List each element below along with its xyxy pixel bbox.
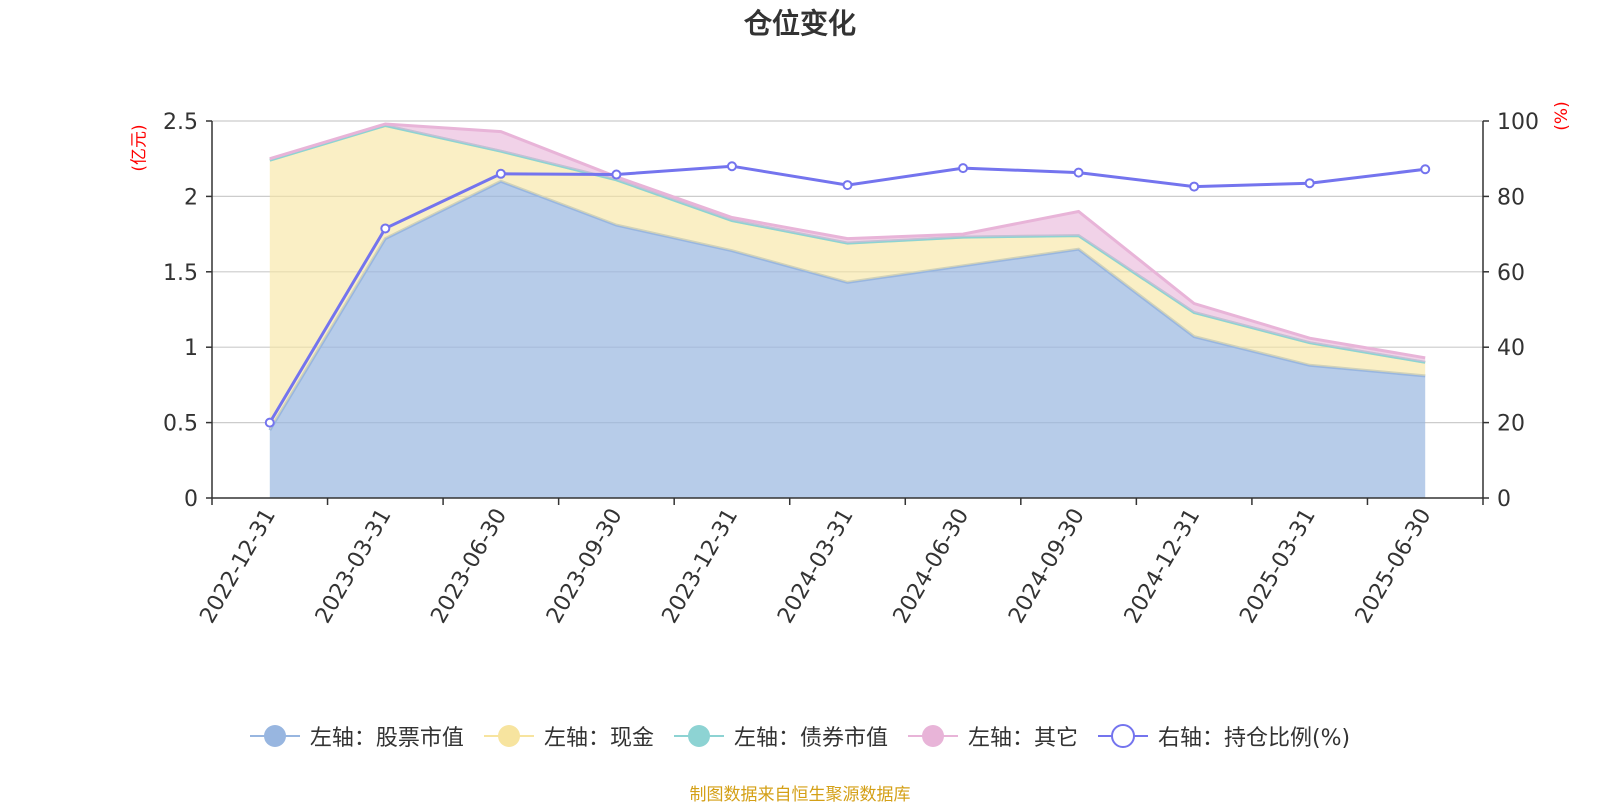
legend-label: 左轴：债券市值 [733,726,888,751]
x-tick-label: 2024-09-30 [1004,505,1090,628]
ratio-point [1304,178,1315,189]
x-tick-label: 2025-06-30 [1351,505,1437,628]
ratio-point [842,180,853,191]
left-tick-label: 1 [184,336,198,361]
chart-svg: 0 0.5 1 1.5 2 2.5 0 20 40 60 80 100 2022-12-31 2023-0… [163,110,1539,628]
legend-item[interactable]: 右轴：持仓比例(%) [1097,720,1351,752]
ratio-point [611,169,622,180]
left-tick-label: 1.5 [163,261,198,286]
x-tick-label: 2024-12-31 [1120,505,1206,628]
left-tick-label: 2 [184,185,198,210]
x-tick-label: 2022-12-31 [195,505,281,628]
chart-title: 仓位变化 [743,7,856,40]
right-tick-label: 60 [1497,261,1525,286]
ratio-line-series [264,161,1431,428]
ratio-point [380,223,391,234]
legend-swatch-icon [1097,724,1148,748]
x-tick-label: 2025-03-31 [1235,505,1321,628]
ratio-point [1420,164,1431,175]
legend-item[interactable]: 左轴：债券市值 [673,720,888,752]
left-tick-label: 0.5 [163,412,198,437]
legend-swatch-icon [483,725,534,747]
legend-item[interactable]: 左轴：现金 [483,720,654,752]
x-tick-label: 2024-06-30 [889,504,975,627]
legend-label: 左轴：其它 [967,726,1078,751]
right-tick-label: 20 [1497,412,1525,437]
legend-swatch-icon [907,725,958,747]
left-tick-label: 2.5 [163,110,198,135]
legend-label: 左轴：现金 [543,726,654,751]
x-tick-label: 2023-09-30 [542,505,628,628]
x-tick-label: 2023-06-30 [426,505,512,628]
legend-swatch-icon [249,725,300,747]
ratio-point [1073,167,1084,178]
left-tick-label: 0 [184,487,198,512]
legend-swatch-icon [673,725,724,747]
ratio-point [726,161,737,172]
x-tick-label: 2023-03-31 [311,505,397,628]
legend: 左轴：股票市值 左轴：现金 左轴：债券市值 左轴：其它 右轴：持仓比例(%) [0,720,1600,752]
ratio-point [1189,181,1200,192]
legend-item[interactable]: 左轴：股票市值 [249,720,464,752]
area-0 [269,181,1426,499]
x-tick-label: 2023-12-31 [658,505,744,628]
legend-item[interactable]: 左轴：其它 [907,720,1078,752]
ratio-point [958,163,969,174]
right-tick-label: 0 [1497,487,1511,512]
right-tick-label: 40 [1497,336,1525,361]
data-source-note: 制图数据来自恒生聚源数据库 [689,785,911,805]
ratio-point [495,168,506,179]
legend-label: 左轴：股票市值 [309,726,464,751]
legend-label: 右轴：持仓比例(%) [1157,726,1351,751]
right-tick-label: 100 [1497,110,1539,135]
x-tick-label: 2024-03-31 [773,505,859,628]
ratio-point [264,417,275,428]
area-series [268,122,1426,499]
area-edge-3 [269,122,1426,360]
area-1 [269,125,1426,431]
right-tick-label: 80 [1497,185,1525,210]
